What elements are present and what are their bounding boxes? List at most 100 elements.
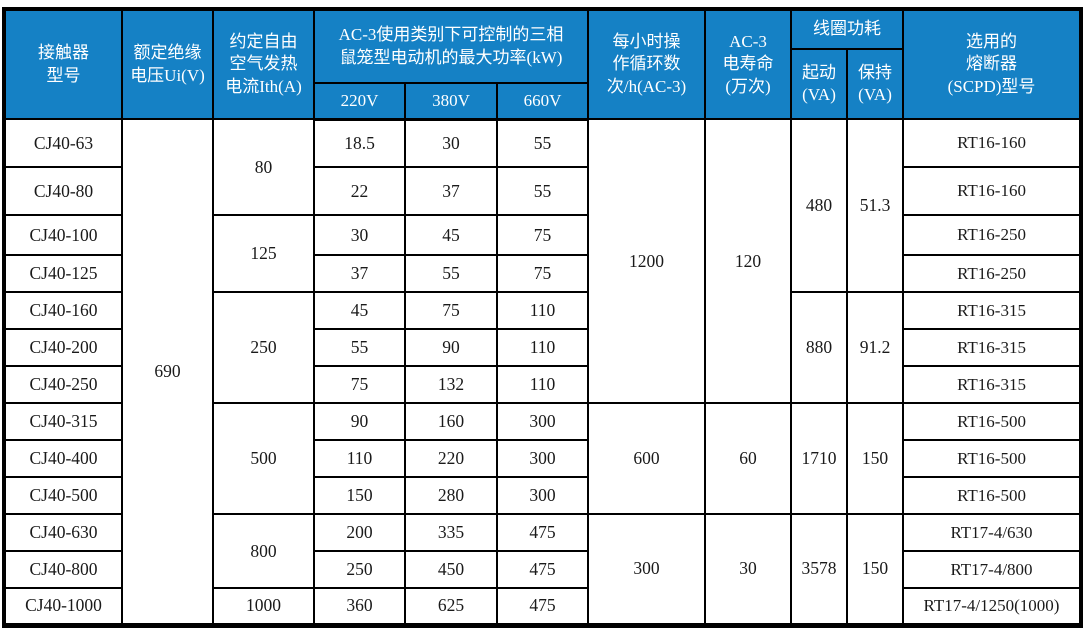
power-660-cell: 475 — [495, 550, 590, 589]
header-coil-hold: 保持 (VA) — [846, 48, 905, 120]
power-660-cell: 300 — [495, 476, 590, 515]
header-380v: 380V — [404, 82, 498, 121]
power-660-cell: 475 — [495, 513, 590, 552]
coil-hold-cell: 91.2 — [846, 291, 905, 404]
power-660-cell: 300 — [495, 402, 590, 441]
model-cell: CJ40-125 — [3, 254, 123, 293]
power-660-cell: 55 — [495, 118, 590, 168]
table-header: 接触器 型号 额定绝缘 电压Ui(V) 约定自由 空气发热 电流Ith(A) A… — [3, 8, 1083, 121]
power-220-cell: 110 — [313, 439, 406, 478]
power-660-cell: 75 — [495, 214, 590, 256]
coil-start-cell: 3578 — [790, 513, 849, 626]
power-380-cell: 132 — [404, 365, 498, 404]
power-660-cell: 110 — [495, 328, 590, 367]
fuse-cell: RT16-500 — [902, 476, 1083, 515]
coil-start-cell: 880 — [790, 291, 849, 404]
header-220v: 220V — [313, 82, 406, 121]
table-row: CJ40-1000 1000 360 625 475 RT17-4/1250(1… — [3, 587, 1083, 626]
ith-current-cell: 800 — [212, 513, 315, 589]
ui-voltage-cell: 690 — [121, 118, 214, 626]
power-220-cell: 37 — [313, 254, 406, 293]
power-380-cell: 90 — [404, 328, 498, 367]
table-row: CJ40-500 150 280 300 RT16-500 — [3, 476, 1083, 515]
power-660-cell: 110 — [495, 291, 590, 330]
header-contactor-model: 接触器 型号 — [3, 8, 123, 120]
life-cell: 60 — [704, 402, 793, 515]
header-fuse: 选用的 熔断器 (SCPD)型号 — [902, 8, 1083, 120]
power-660-cell: 75 — [495, 254, 590, 293]
power-220-cell: 250 — [313, 550, 406, 589]
table-body: CJ40-63 690 80 18.5 30 55 1200 120 480 5… — [3, 118, 1083, 626]
table-row: CJ40-63 690 80 18.5 30 55 1200 120 480 5… — [3, 118, 1083, 626]
fuse-cell: RT16-500 — [902, 439, 1083, 478]
coil-hold-cell: 51.3 — [846, 118, 905, 293]
ith-current-cell: 1000 — [212, 587, 315, 626]
model-cell: CJ40-80 — [3, 166, 123, 216]
power-220-cell: 90 — [313, 402, 406, 441]
ith-current-cell: 125 — [212, 214, 315, 293]
power-220-cell: 150 — [313, 476, 406, 515]
cycles-cell: 600 — [587, 402, 707, 515]
ith-current-cell: 250 — [212, 291, 315, 404]
cycles-cell: 1200 — [587, 118, 707, 404]
ith-current-cell: 80 — [212, 118, 315, 216]
power-220-cell: 22 — [313, 166, 406, 216]
model-cell: CJ40-200 — [3, 328, 123, 367]
model-cell: CJ40-100 — [3, 214, 123, 256]
table-row: CJ40-200 55 90 110 RT16-315 — [3, 328, 1083, 367]
header-row-3: 220V 380V 660V — [4, 82, 1081, 121]
model-cell: CJ40-1000 — [3, 587, 123, 626]
fuse-cell: RT17-4/800 — [902, 550, 1083, 589]
coil-hold-cell: 150 — [846, 513, 905, 626]
life-cell: 120 — [704, 118, 793, 404]
power-220-cell: 18.5 — [313, 118, 406, 168]
power-660-cell: 300 — [495, 439, 590, 478]
coil-hold-cell: 150 — [846, 402, 905, 515]
power-660-cell: 55 — [495, 166, 590, 216]
power-660-cell: 110 — [495, 365, 590, 404]
power-380-cell: 30 — [404, 118, 498, 168]
power-380-cell: 45 — [404, 214, 498, 256]
coil-start-cell: 480 — [790, 118, 849, 293]
power-220-cell: 30 — [313, 214, 406, 256]
power-380-cell: 625 — [404, 587, 498, 626]
model-cell: CJ40-315 — [3, 402, 123, 441]
table-row: CJ40-630 800 200 335 475 300 30 3578 150… — [3, 513, 1083, 626]
header-cycles-per-hour: 每小时操 作循环数 次/h(AC-3) — [587, 8, 707, 120]
model-cell: CJ40-400 — [3, 439, 123, 478]
power-380-cell: 75 — [404, 291, 498, 330]
table-row: CJ40-250 75 132 110 RT16-315 — [3, 365, 1083, 404]
table-row: CJ40-125 37 55 75 RT16-250 — [3, 254, 1083, 293]
power-220-cell: 360 — [313, 587, 406, 626]
header-coil-start: 起动 (VA) — [790, 48, 849, 120]
power-220-cell: 200 — [313, 513, 406, 552]
power-380-cell: 160 — [404, 402, 498, 441]
model-cell: CJ40-63 — [3, 118, 123, 168]
header-rated-insulation-voltage: 额定绝缘 电压Ui(V) — [121, 8, 214, 120]
fuse-cell: RT16-315 — [902, 328, 1083, 367]
power-380-cell: 37 — [404, 166, 498, 216]
model-cell: CJ40-800 — [3, 550, 123, 589]
fuse-cell: RT16-160 — [902, 118, 1083, 168]
header-thermal-current: 约定自由 空气发热 电流Ith(A) — [212, 8, 315, 120]
table-row: CJ40-400 110 220 300 RT16-500 — [3, 439, 1083, 478]
table-row: CJ40-100 125 30 45 75 RT16-250 — [3, 214, 1083, 293]
fuse-cell: RT16-500 — [902, 402, 1083, 441]
table-row: CJ40-80 22 37 55 RT16-160 — [3, 166, 1083, 216]
model-cell: CJ40-250 — [3, 365, 123, 404]
fuse-cell: RT16-315 — [902, 291, 1083, 330]
header-row-2: 起动 (VA) 保持 (VA) — [4, 48, 1081, 120]
power-220-cell: 55 — [313, 328, 406, 367]
contactor-spec-table: 接触器 型号 额定绝缘 电压Ui(V) 约定自由 空气发热 电流Ith(A) A… — [2, 7, 1084, 628]
model-cell: CJ40-630 — [3, 513, 123, 552]
fuse-cell: RT16-315 — [902, 365, 1083, 404]
fuse-cell: RT16-250 — [902, 214, 1083, 256]
power-380-cell: 335 — [404, 513, 498, 552]
header-coil-power-group: 线圈功耗 — [790, 8, 905, 50]
power-380-cell: 55 — [404, 254, 498, 293]
cycles-cell: 300 — [587, 513, 707, 626]
header-row-1: 接触器 型号 额定绝缘 电压Ui(V) 约定自由 空气发热 电流Ith(A) A… — [3, 8, 1083, 120]
life-cell: 30 — [704, 513, 793, 626]
power-220-cell: 75 — [313, 365, 406, 404]
